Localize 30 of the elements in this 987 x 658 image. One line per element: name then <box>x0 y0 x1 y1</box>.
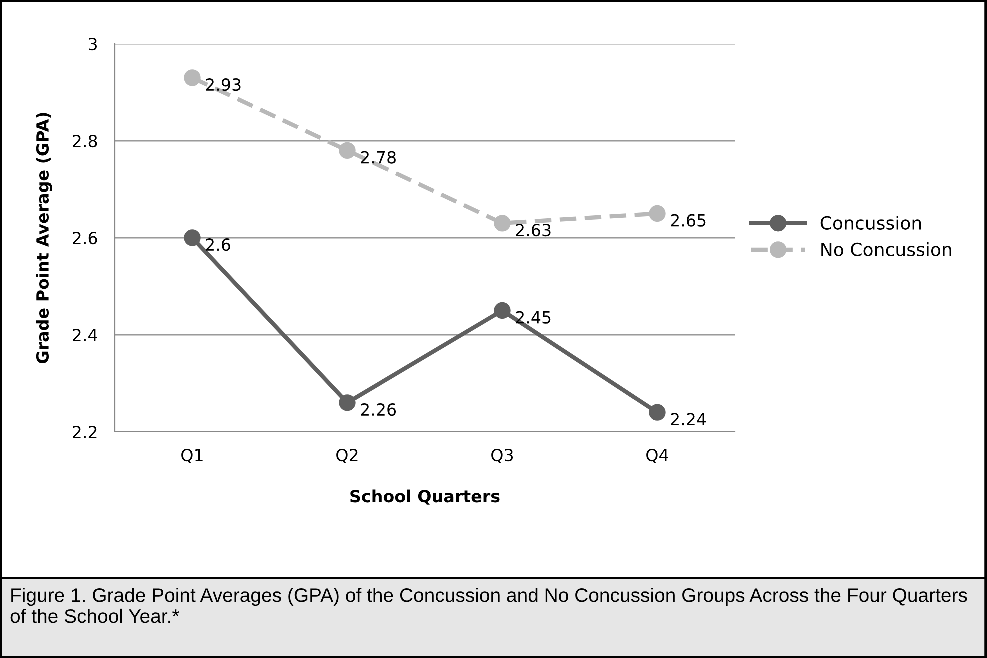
y-tick-label: 2.4 <box>73 328 98 342</box>
data-label: 2.45 <box>516 311 551 324</box>
point <box>494 302 511 320</box>
data-label: 2.6 <box>206 238 230 252</box>
legend-label: Concussion <box>820 216 922 230</box>
x-tick-label: Q3 <box>492 448 514 464</box>
y-axis-title: Grade Point Average (GPA) <box>36 113 52 364</box>
point <box>184 70 201 86</box>
x-axis-title: School Quarters <box>350 490 500 505</box>
point <box>649 205 666 222</box>
data-label: 2.78 <box>361 151 396 164</box>
x-tick-label: Q1 <box>182 448 203 464</box>
x-tick-label: Q2 <box>336 448 358 464</box>
data-label: 2.65 <box>671 214 706 227</box>
point <box>494 215 511 232</box>
point <box>649 404 666 421</box>
legend-label: No Concussion <box>822 242 952 256</box>
data-label: 2.93 <box>206 78 241 92</box>
y-tick-label: 3 <box>89 38 97 51</box>
data-label: 2.63 <box>516 224 551 237</box>
x-tick-label: Q4 <box>646 448 668 464</box>
point <box>184 230 201 246</box>
data-label: 2.24 <box>671 413 706 426</box>
y-tick-label: 2.2 <box>73 426 97 438</box>
caption: Figure 1. Grade Point Averages (GPA) of the Concussion and No Concussion Groups Across the Four Quarters of the School Year.* <box>10 588 968 624</box>
data-label: 2.26 <box>361 403 396 416</box>
y-tick-label: 2.6 <box>73 232 98 245</box>
y-tick-label: 2.8 <box>73 134 98 148</box>
point <box>339 142 356 160</box>
point <box>339 394 356 412</box>
